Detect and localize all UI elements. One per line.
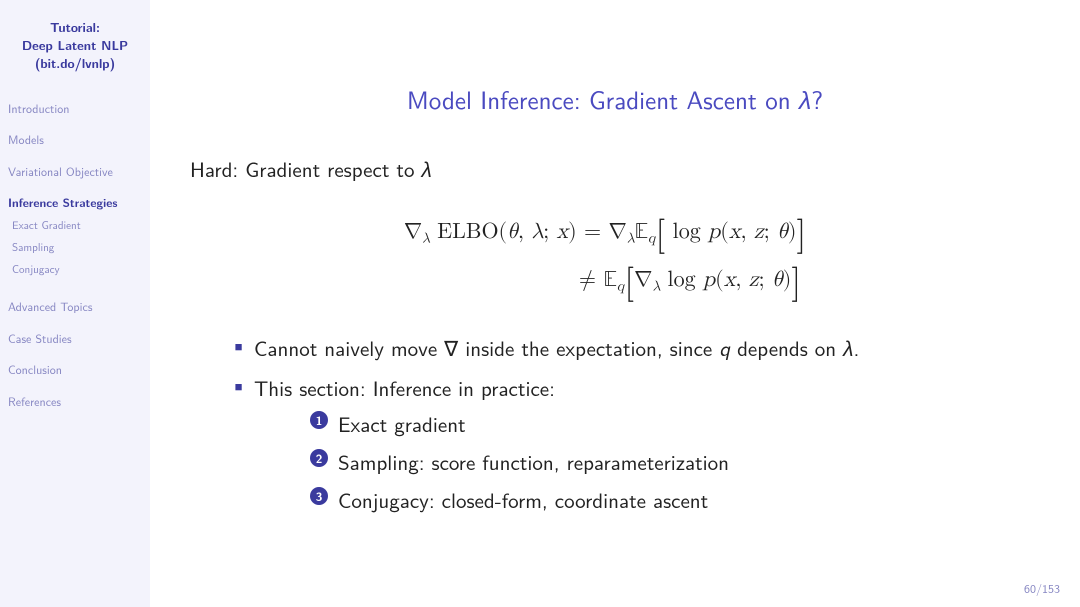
bullet2-text: This section: Inference in practice: xyxy=(254,373,555,403)
slide-title-suffix: ? xyxy=(811,80,823,117)
enum-2: Sampling: score function, reparameteriza… xyxy=(310,447,1020,477)
q-symbol: q xyxy=(719,333,730,363)
sidebar-title-line2: Deep Latent NLP xyxy=(8,36,142,54)
bullet1-a: Cannot naively move xyxy=(254,333,444,363)
nav-conclusion[interactable]: Conclusion xyxy=(8,362,142,378)
slide-title: Model Inference: Gradient Ascent on λ? xyxy=(150,80,1080,117)
bullet1-c: depends on xyxy=(730,333,843,363)
sidebar-title-line3: (bit.do/lvnlp) xyxy=(8,54,142,72)
nav-subsections: Exact Gradient Sampling Conjugacy xyxy=(8,217,142,283)
bullet1-d: . xyxy=(853,333,859,363)
page-current: 60 xyxy=(1024,579,1036,597)
equation-block: ∇λ ELBO(θ, λ; x) = ∇λ𝔼q[ log p(x, z; θ)]… xyxy=(190,208,1020,305)
sidebar-title-line1: Tutorial: xyxy=(8,18,142,36)
lambda-symbol: λ xyxy=(843,333,853,363)
nav-sub-sampling[interactable]: Sampling xyxy=(12,239,142,255)
nabla-symbol: ∇ xyxy=(444,333,458,363)
slide-body: Hard: Gradient respect to λ ∇λ ELBO(θ, λ… xyxy=(190,154,1020,515)
sidebar: Tutorial: Deep Latent NLP (bit.do/lvnlp)… xyxy=(0,0,150,607)
bullet-1: Cannot naively move ∇ inside the expecta… xyxy=(230,333,1020,363)
slide-title-prefix: Model Inference: Gradient Ascent on xyxy=(407,80,799,117)
lead-prefix: Hard: Gradient respect to xyxy=(190,154,421,184)
enum-list: Exact gradient Sampling: score function,… xyxy=(310,409,1020,515)
slide-content: Model Inference: Gradient Ascent on λ? H… xyxy=(150,0,1080,607)
enum-1: Exact gradient xyxy=(310,409,1020,439)
equation-line2: ≠ 𝔼q[∇λ log p(x, z; θ)] xyxy=(190,256,1020,304)
nav-introduction[interactable]: Introduction xyxy=(8,101,142,117)
enum-3: Conjugacy: closed-form, coordinate ascen… xyxy=(310,485,1020,515)
sidebar-title: Tutorial: Deep Latent NLP (bit.do/lvnlp) xyxy=(8,18,142,73)
bullet-list: Cannot naively move ∇ inside the expecta… xyxy=(230,333,1020,515)
lead-text: Hard: Gradient respect to λ xyxy=(190,154,1020,184)
nav-sub-exact-gradient[interactable]: Exact Gradient xyxy=(12,217,142,233)
page-number: 60/153 xyxy=(1024,579,1060,597)
slide-title-var: λ xyxy=(799,80,811,117)
nav-models[interactable]: Models xyxy=(8,132,142,148)
nav-case-studies[interactable]: Case Studies xyxy=(8,331,142,347)
bullet1-b: inside the expectation, since xyxy=(458,333,719,363)
nav-sub-conjugacy[interactable]: Conjugacy xyxy=(12,261,142,277)
lead-var: λ xyxy=(421,154,431,184)
page-total: 153 xyxy=(1042,579,1060,597)
nav-inference-strategies[interactable]: Inference Strategies xyxy=(8,195,142,211)
equation-line1: ∇λ ELBO(θ, λ; x) = ∇λ𝔼q[ log p(x, z; θ)] xyxy=(190,208,1020,256)
nav-references[interactable]: References xyxy=(8,394,142,410)
nav-advanced-topics[interactable]: Advanced Topics xyxy=(8,299,142,315)
nav-variational-objective[interactable]: Variational Objective xyxy=(8,164,142,180)
bullet-2: This section: Inference in practice: Exa… xyxy=(230,373,1020,515)
